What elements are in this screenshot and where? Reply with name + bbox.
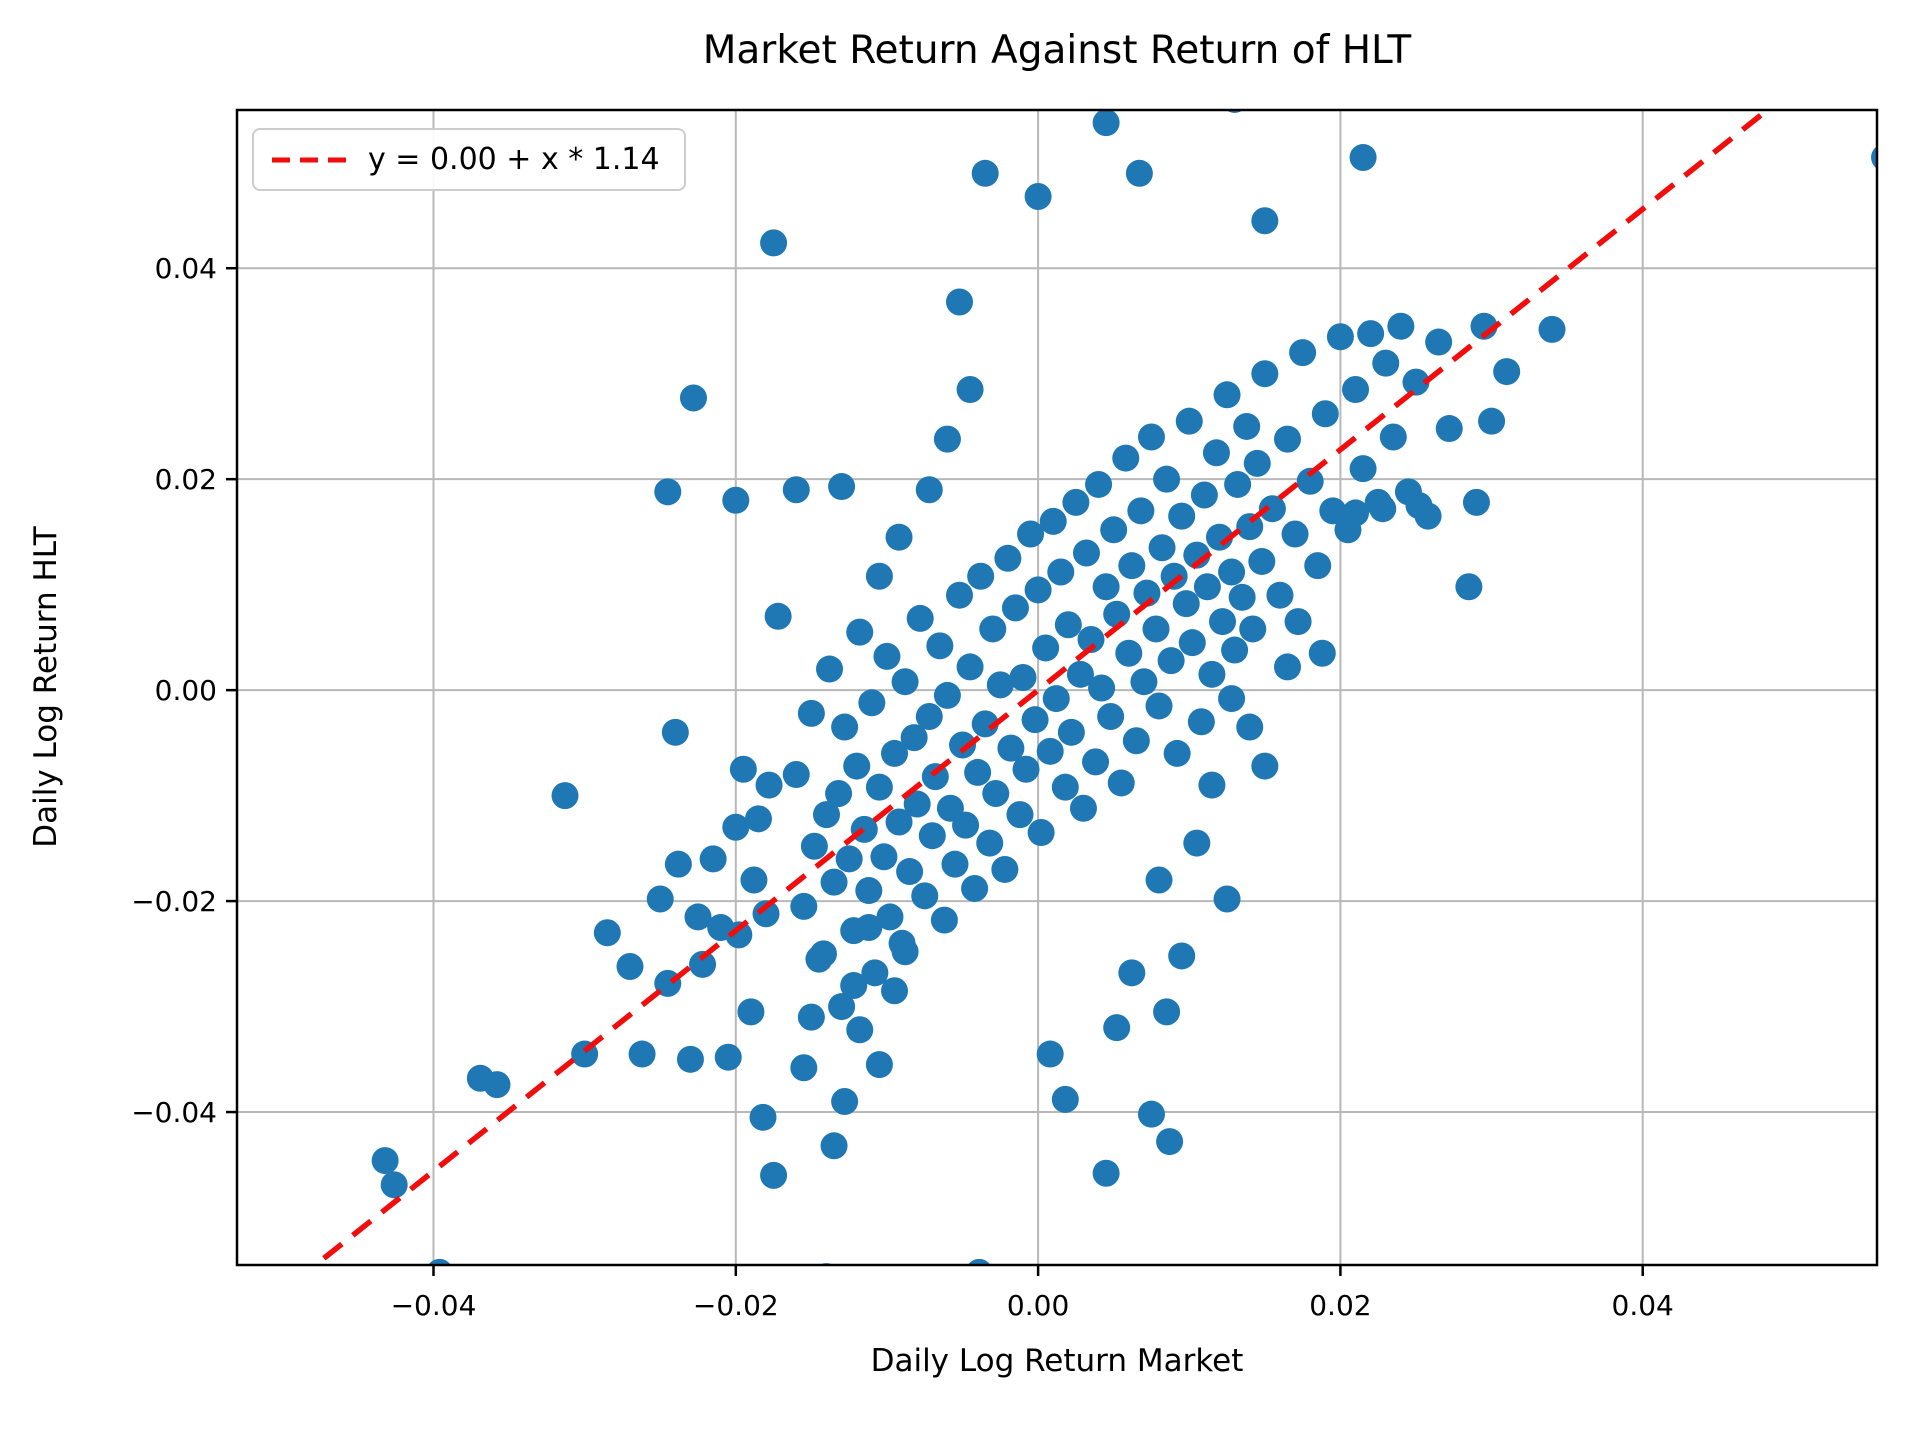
legend: y = 0.00 + x * 1.14 [252, 128, 686, 191]
chart-title: Market Return Against Return of HLT [702, 28, 1412, 73]
y-tick-label: −0.02 [131, 885, 217, 918]
scatter-points [371, 110, 1877, 1265]
legend-dashed-line-icon [272, 157, 346, 162]
x-tick-label: 0.04 [1612, 1289, 1674, 1322]
x-tick-label: −0.02 [693, 1289, 779, 1322]
y-tick-label: 0.02 [155, 463, 217, 496]
axis-ticks: −0.04 −0.02 0.00 0.02 0.04 −0.04 −0.02 0.00 0.02… [131, 252, 1674, 1322]
x-axis-label: Daily Log Return Market [870, 1343, 1244, 1379]
legend-label: y = 0.00 + x * 1.14 [368, 142, 660, 177]
x-tick-label: 0.00 [1007, 1289, 1069, 1322]
x-tick-label: −0.04 [391, 1289, 477, 1322]
x-tick-label: 0.02 [1309, 1289, 1371, 1322]
y-tick-label: −0.04 [131, 1096, 217, 1129]
y-axis-label: Daily Log Return HLT [28, 526, 64, 848]
y-tick-label: 0.04 [155, 252, 217, 285]
y-tick-label: 0.00 [155, 674, 217, 707]
plot-frame [235, 108, 1879, 1267]
regression-line [311, 110, 1772, 1265]
